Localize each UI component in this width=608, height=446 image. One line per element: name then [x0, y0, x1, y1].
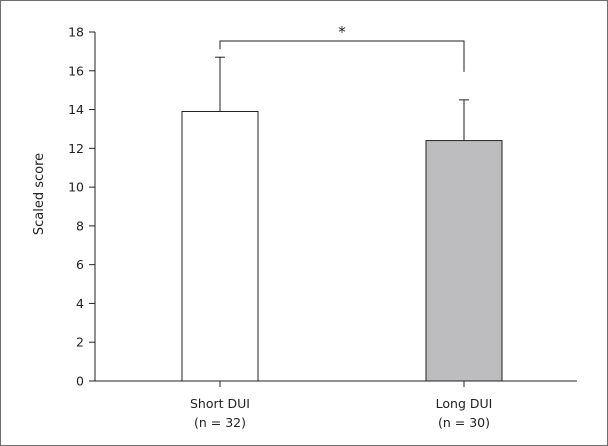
y-axis-label: Scaled score: [32, 153, 47, 235]
x-tick-sublabel-2: (n = 30): [438, 415, 490, 430]
y-tick-label-18: 18: [68, 25, 84, 40]
axes: 0 2 4 6 8 10 12 14 16 18 Short DUI (n = 32) Long DUI…: [68, 25, 577, 430]
y-tick-label-12: 12: [68, 141, 84, 156]
bar-1: [181, 110, 259, 382]
error-bars: [215, 56, 469, 141]
y-tick-label-4: 4: [76, 296, 84, 311]
y-tick-label-10: 10: [68, 180, 84, 195]
y-tick-label-8: 8: [76, 218, 84, 233]
y-tick-label-0: 0: [76, 374, 84, 389]
bars: [181, 110, 503, 382]
y-tick-label-14: 14: [68, 102, 84, 117]
significance-bracket: *: [219, 23, 465, 72]
y-tick-label-16: 16: [68, 63, 84, 78]
significance-star: *: [338, 23, 346, 41]
bar-2: [425, 140, 503, 382]
x-tick-label-2: Long DUI: [436, 396, 493, 411]
bracket-line: [219, 40, 465, 72]
y-tick-label-2: 2: [76, 335, 84, 350]
y-tick-label-6: 6: [76, 257, 84, 272]
x-tick-sublabel-1: (n = 32): [194, 415, 246, 430]
x-tick-label-1: Short DUI: [190, 396, 250, 411]
